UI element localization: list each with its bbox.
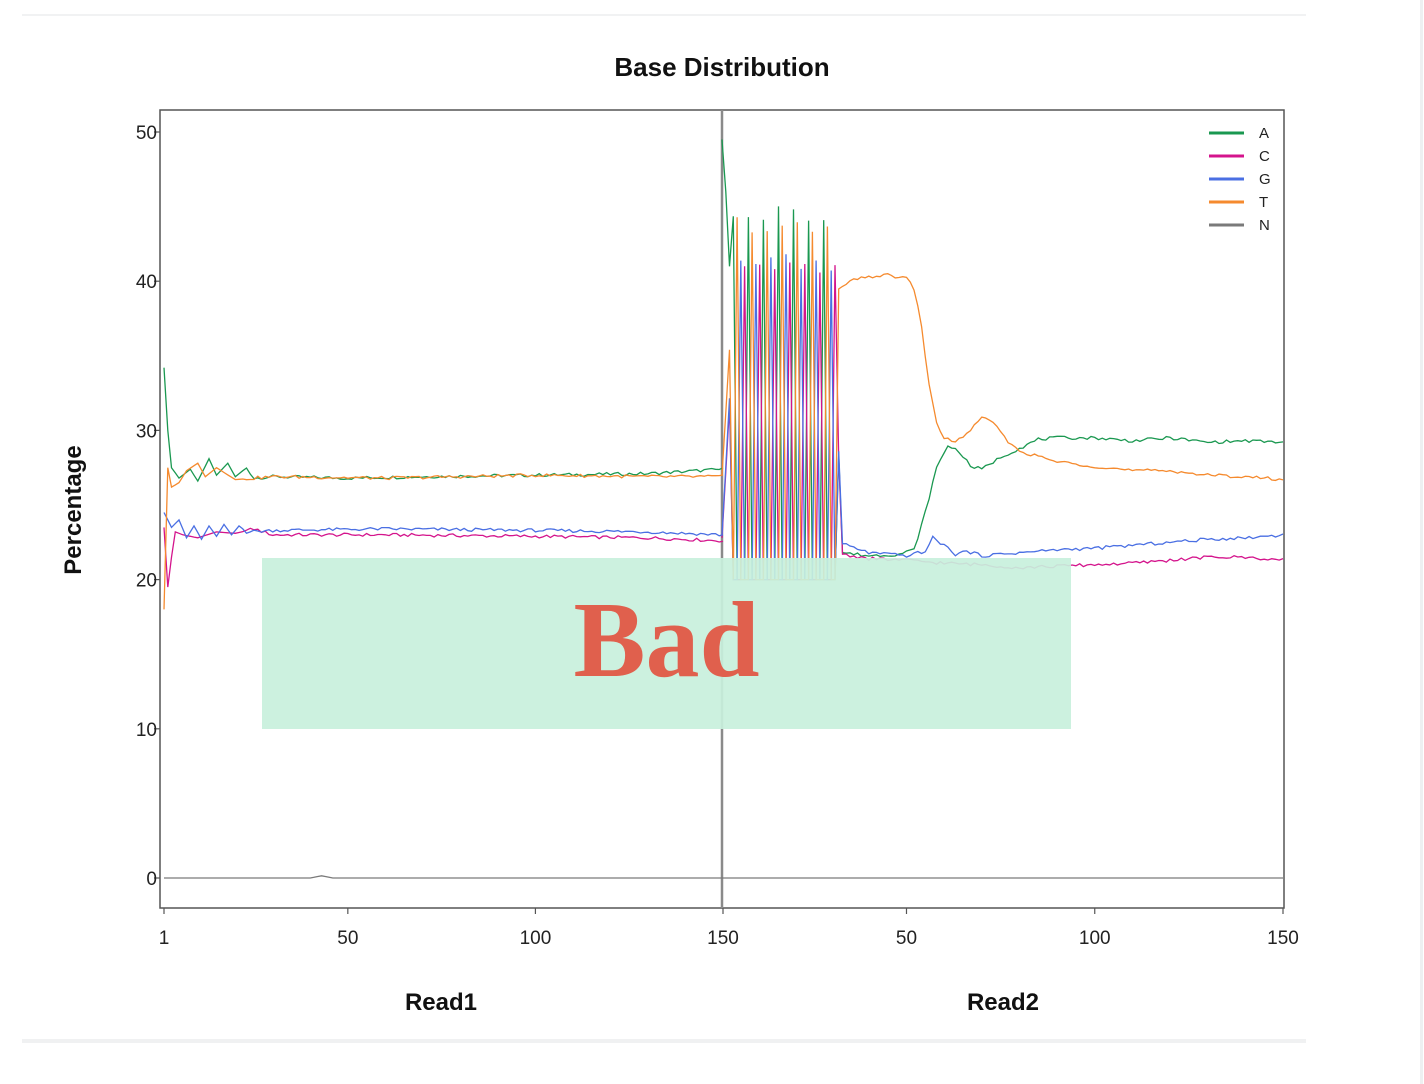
- x-tick-label: 100: [1079, 928, 1111, 949]
- series-line-read1-a: [164, 368, 723, 481]
- chart-title: Base Distribution: [614, 52, 829, 82]
- series-line-read1-g: [164, 513, 723, 540]
- x-axis-label-read2: Read2: [967, 989, 1039, 1016]
- series-line-read2-c: [722, 263, 1283, 580]
- x-tick-label: 150: [1267, 928, 1299, 949]
- series-line-read1-n: [164, 876, 723, 878]
- y-tick-label: 30: [136, 421, 157, 442]
- y-tick-label: 0: [146, 869, 157, 890]
- verdict-label: Bad: [573, 587, 759, 695]
- legend-label-g: G: [1259, 171, 1271, 188]
- legend-label-c: C: [1259, 148, 1270, 165]
- x-tick-label: 100: [520, 928, 552, 949]
- legend-label-t: T: [1259, 194, 1268, 211]
- x-tick-label: 50: [337, 928, 358, 949]
- y-tick-label: 10: [136, 720, 157, 741]
- y-tick-label: 40: [136, 272, 157, 293]
- verdict-overlay: Bad: [262, 558, 1071, 729]
- x-tick-label: 1: [159, 928, 170, 949]
- legend-label-n: N: [1259, 217, 1270, 234]
- y-tick-label: 20: [136, 571, 157, 592]
- x-tick-label: 150: [707, 928, 739, 949]
- plot-area: [160, 110, 1284, 908]
- x-axis-label-read1: Read1: [405, 989, 477, 1016]
- y-axis-label: Percentage: [60, 445, 87, 574]
- y-tick-label: 50: [136, 123, 157, 144]
- x-tick-label: 50: [896, 928, 917, 949]
- legend-label-a: A: [1259, 125, 1269, 142]
